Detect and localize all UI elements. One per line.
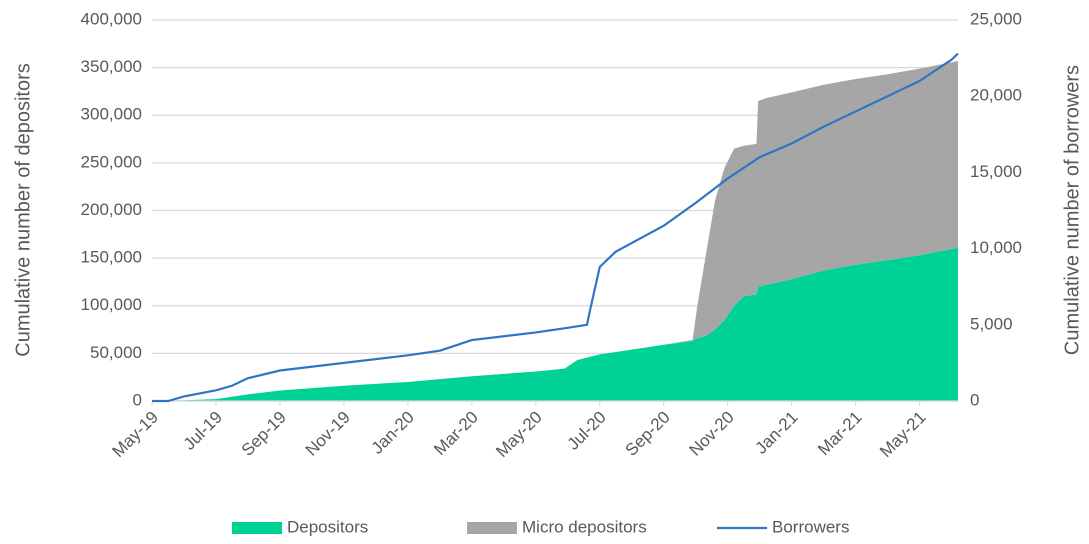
x-tick-label: May-20 [492, 408, 546, 462]
y-tick-label: 150,000 [81, 248, 142, 267]
x-tick-label: Sep-20 [622, 408, 674, 460]
x-tick-label: Nov-20 [686, 408, 738, 460]
x-tick-label: Jan-21 [751, 408, 801, 458]
area [152, 60, 958, 402]
x-tick-label: May-21 [876, 408, 930, 462]
x-tick-label: Jul-20 [564, 408, 610, 454]
area [152, 247, 958, 401]
y2-axis-title: Cumulative number of borrowers [1061, 65, 1083, 355]
y2-tick-label: 0 [970, 390, 979, 409]
y2-tick-label: 5,000 [970, 314, 1013, 333]
x-tick-label: Sep-19 [238, 408, 290, 460]
y-tick-label: 50,000 [90, 343, 142, 362]
y2-tick-label: 25,000 [970, 9, 1022, 28]
y2-tick-label: 10,000 [970, 238, 1022, 257]
y2-tick-label: 20,000 [970, 86, 1022, 105]
x-tick-label: Mar-20 [430, 408, 482, 460]
legend-label: Depositors [287, 517, 368, 536]
y-tick-label: 100,000 [81, 295, 142, 314]
legend-label: Micro depositors [522, 517, 647, 536]
x-tick-label: Jul-19 [180, 408, 226, 454]
x-tick-label: Jan-20 [368, 408, 418, 458]
y-tick-label: 250,000 [81, 152, 142, 171]
y2-tick-label: 15,000 [970, 162, 1022, 181]
y-tick-label: 200,000 [81, 200, 142, 219]
line [152, 52, 959, 403]
y-tick-label: 300,000 [81, 105, 142, 124]
y-tick-label: 0 [133, 390, 142, 409]
y-tick-label: 400,000 [81, 9, 142, 28]
legend-swatch [232, 522, 282, 534]
y-tick-label: 350,000 [81, 57, 142, 76]
y-axis-title: Cumulative number of depositors [12, 63, 34, 356]
x-tick-label: May-19 [108, 408, 162, 462]
x-tick-label: Nov-19 [302, 408, 354, 460]
legend-label: Borrowers [772, 517, 849, 536]
x-tick-label: Mar-21 [814, 408, 866, 460]
legend-swatch [467, 522, 517, 534]
